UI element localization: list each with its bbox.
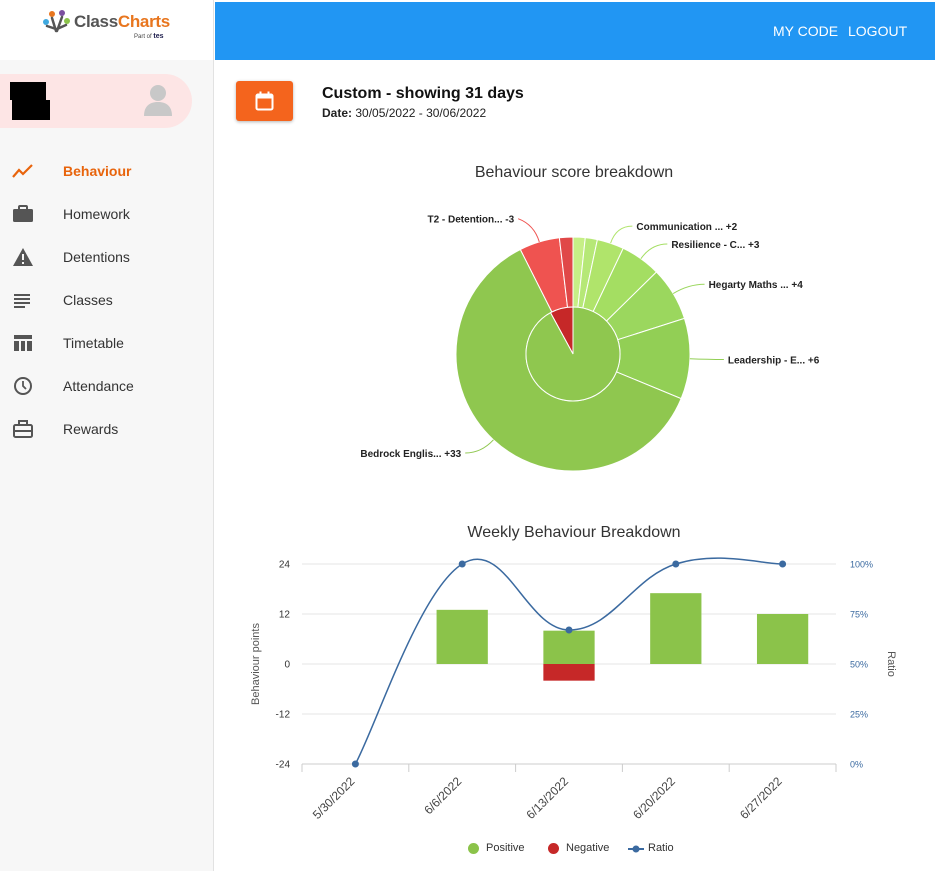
legend-label: Negative bbox=[566, 842, 610, 854]
toolbox-icon bbox=[13, 420, 33, 438]
y-axis-title: Behaviour points bbox=[250, 623, 262, 705]
brand-name-part1: Class bbox=[74, 12, 118, 31]
pie-slice-label: Communication ... +2 bbox=[636, 222, 737, 233]
pie-label-connector bbox=[672, 283, 705, 294]
ratio-point[interactable] bbox=[672, 560, 680, 568]
sidebar-item-label: Rewards bbox=[63, 421, 119, 437]
legend-dot-negative bbox=[548, 843, 559, 854]
y2-tick-label: 50% bbox=[850, 660, 868, 670]
sidebar-item-label: Attendance bbox=[63, 378, 134, 394]
table-icon bbox=[14, 335, 32, 351]
y-tick-label: 24 bbox=[279, 560, 291, 571]
sidebar-item-timetable[interactable]: Timetable bbox=[0, 322, 214, 365]
date-range-title: Custom - showing 31 days bbox=[322, 85, 524, 102]
pie-label-connector bbox=[640, 243, 668, 259]
x-tick-label: 6/27/2022 bbox=[737, 774, 785, 822]
date-label: Date: bbox=[322, 106, 353, 120]
bar-chart-title: Weekly Behaviour Breakdown bbox=[467, 524, 681, 541]
bar-positive[interactable] bbox=[436, 609, 488, 664]
logout-button[interactable]: LOGOUT bbox=[848, 23, 908, 39]
y2-tick-label: 100% bbox=[850, 560, 873, 570]
warning-icon bbox=[13, 248, 33, 266]
clock-icon bbox=[14, 377, 32, 395]
behaviour-score-pie-chart: T2 - Detention... -3 Communication ... +2… bbox=[360, 215, 820, 472]
avatar-icon bbox=[144, 85, 172, 116]
redacted-name-2 bbox=[12, 100, 50, 120]
ratio-point[interactable] bbox=[458, 560, 466, 568]
pie-chart-title: Behaviour score breakdown bbox=[474, 164, 674, 181]
y-tick-label: -12 bbox=[276, 710, 291, 721]
bar-positive[interactable] bbox=[650, 593, 702, 664]
sidebar-item-label: Detentions bbox=[63, 249, 130, 265]
sidebar-item-label: Classes bbox=[63, 292, 113, 308]
weekly-behaviour-chart: 24 12 0 -12 -24 100% 75% 50% 25% 0% 5/30/2022 6/6/2… bbox=[250, 557, 897, 822]
brand-sub-prefix: Part of bbox=[134, 34, 152, 40]
trending-up-icon bbox=[12, 164, 33, 178]
sidebar-item-attendance[interactable]: Attendance bbox=[0, 365, 214, 408]
y2-tick-label: 25% bbox=[850, 710, 868, 720]
briefcase-icon bbox=[13, 205, 33, 222]
my-code-button[interactable]: MY CODE bbox=[773, 23, 839, 39]
y2-axis-title: Ratio bbox=[885, 651, 897, 677]
user-card[interactable] bbox=[0, 74, 192, 128]
legend-line-ratio bbox=[628, 845, 644, 853]
legend-dot-positive bbox=[468, 843, 479, 854]
redacted-name bbox=[10, 82, 46, 100]
x-tick-label: 6/6/2022 bbox=[421, 774, 464, 817]
y-tick-label: -24 bbox=[276, 760, 291, 771]
date-picker-button[interactable] bbox=[236, 81, 293, 121]
y-tick-label: 12 bbox=[279, 610, 291, 621]
pie-label-connector bbox=[610, 225, 633, 244]
sidebar-item-homework[interactable]: Homework bbox=[0, 193, 214, 236]
sidebar-item-label: Timetable bbox=[63, 335, 124, 351]
pie-slice-label: T2 - Detention... -3 bbox=[427, 215, 514, 226]
date-range-value: Date: 30/05/2022 - 30/06/2022 bbox=[322, 106, 486, 120]
ratio-point[interactable] bbox=[779, 560, 787, 568]
brand-name-part2: Charts bbox=[117, 12, 170, 31]
y2-tick-label: 75% bbox=[850, 610, 868, 620]
pie-inner-slice[interactable] bbox=[525, 306, 621, 402]
ratio-line bbox=[354, 557, 783, 765]
sidebar-item-label: Behaviour bbox=[63, 163, 132, 179]
date-value: 30/05/2022 - 30/06/2022 bbox=[355, 106, 487, 120]
brand-sub-brand: tes bbox=[153, 33, 164, 40]
bar-negative[interactable] bbox=[543, 664, 595, 681]
x-tick-label: 6/13/2022 bbox=[523, 774, 571, 822]
pie-slice-label: Resilience - C... +3 bbox=[671, 240, 760, 251]
sidebar-item-label: Homework bbox=[63, 206, 130, 222]
sidebar-item-rewards[interactable]: Rewards bbox=[0, 408, 214, 451]
list-lines-icon bbox=[14, 294, 30, 308]
logo-area: ClassCharts Part of tes bbox=[0, 0, 213, 60]
sidebar-item-detentions[interactable]: Detentions bbox=[0, 236, 214, 279]
y-tick-label: 0 bbox=[284, 660, 290, 671]
pie-label-connector bbox=[689, 358, 724, 361]
x-tick-label: 5/30/2022 bbox=[310, 774, 358, 822]
calendar-icon bbox=[255, 91, 274, 111]
y2-tick-label: 0% bbox=[850, 760, 863, 770]
sidebar-item-behaviour[interactable]: Behaviour bbox=[0, 150, 214, 193]
pie-slice-label: Bedrock Englis... +33 bbox=[360, 449, 461, 460]
pie-slice-label: Hegarty Maths ... +4 bbox=[709, 280, 804, 291]
ratio-point[interactable] bbox=[351, 760, 359, 768]
top-header: MY CODE LOGOUT bbox=[215, 2, 935, 60]
sidebar-nav: Behaviour Homework Detentions Classes Ti… bbox=[0, 150, 214, 451]
pie-label-connector bbox=[517, 218, 540, 243]
sidebar-item-classes[interactable]: Classes bbox=[0, 279, 214, 322]
pie-slice-label: Leadership - E... +6 bbox=[728, 356, 820, 367]
classcharts-logo[interactable]: ClassCharts Part of tes bbox=[42, 9, 182, 43]
bar-positive[interactable] bbox=[543, 630, 595, 664]
brand-name: ClassCharts bbox=[74, 12, 170, 32]
ratio-point[interactable] bbox=[565, 626, 573, 634]
classcharts-logo-icon bbox=[43, 10, 70, 33]
pie-label-connector bbox=[465, 439, 494, 454]
x-tick-label: 6/20/2022 bbox=[630, 774, 678, 822]
sidebar: ClassCharts Part of tes Behaviour Homewo… bbox=[0, 0, 214, 871]
bar-positive[interactable] bbox=[756, 614, 809, 664]
legend-label: Positive bbox=[486, 842, 525, 854]
brand-subtitle: Part of tes bbox=[134, 33, 163, 40]
legend-label: Ratio bbox=[648, 842, 674, 854]
